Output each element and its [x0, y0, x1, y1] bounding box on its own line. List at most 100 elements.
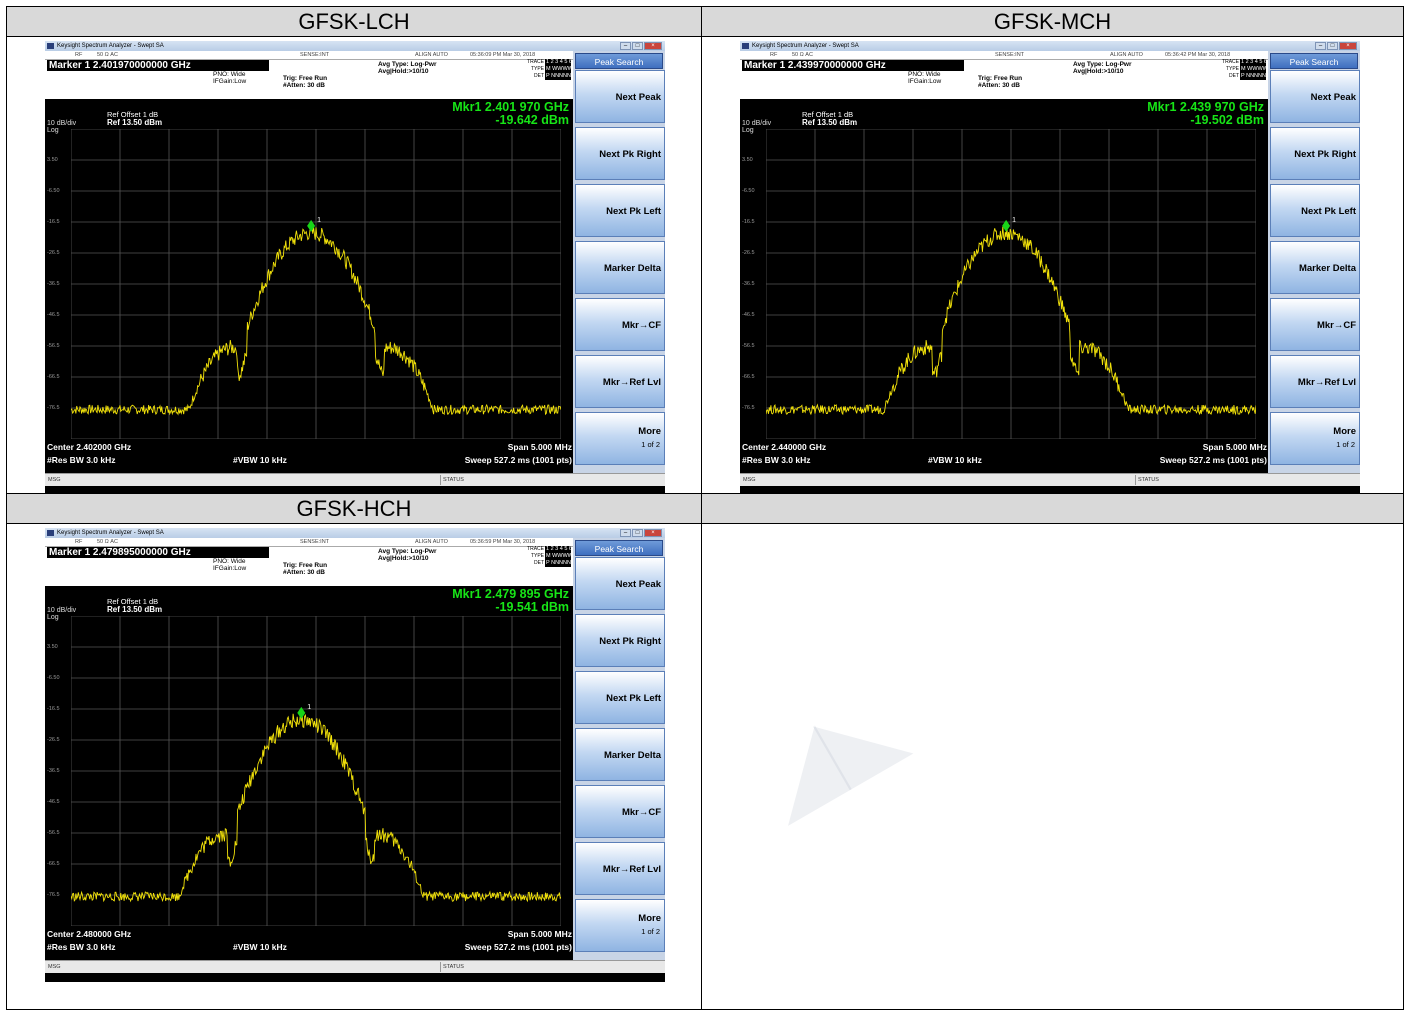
- more-page-indicator: 1 of 2: [1336, 440, 1355, 449]
- cell-hch: GFSK-HCH Keysight Spectrum Analyzer - Swe…: [7, 494, 702, 1009]
- marker-frequency-field[interactable]: Marker 1 2.439970000000 GHz: [742, 60, 964, 71]
- menu-item[interactable]: RF: [75, 539, 83, 545]
- window-title-bar[interactable]: Keysight Spectrum Analyzer - Swept SA – □ ×: [45, 528, 665, 538]
- log-label: Log: [47, 614, 59, 621]
- softkey-panel: Peak Search Next Peak Next Pk Right Next Pk…: [573, 538, 665, 960]
- menu-item[interactable]: 50 Ω AC: [97, 539, 118, 545]
- scale-label: 10 dB/div: [47, 120, 77, 127]
- menu-item: 05:36:59 PM Mar 30, 2018: [470, 539, 536, 545]
- softkey-button[interactable]: Marker Delta: [575, 728, 665, 781]
- spectrum-analyzer-window[interactable]: Keysight Spectrum Analyzer - Swept SA – □ ×…: [45, 41, 665, 495]
- avg-hold-label: Avg|Hold:>10/10: [1073, 68, 1124, 75]
- marker-diamond[interactable]: [1002, 219, 1011, 232]
- menu-item: ALIGN AUTO: [415, 539, 448, 545]
- marker-frequency-field[interactable]: Marker 1 2.479895000000 GHz: [47, 547, 269, 558]
- y-tick-label: -46.5: [742, 312, 755, 318]
- softkey-button[interactable]: Next Pk Left: [575, 184, 665, 237]
- softkey-button[interactable]: Next Pk Right: [575, 127, 665, 180]
- marker-frequency-field[interactable]: Marker 1 2.401970000000 GHz: [47, 60, 269, 71]
- softkey-button[interactable]: Next Pk Right: [1270, 127, 1360, 180]
- close-icon[interactable]: ×: [644, 529, 662, 537]
- y-tick-label: -16.5: [47, 706, 60, 712]
- softkey-button[interactable]: Next Peak: [575, 557, 665, 610]
- minimize-icon[interactable]: –: [620, 42, 631, 50]
- softkey-button[interactable]: Mkr→Ref Lvl: [1270, 355, 1360, 408]
- ifgain-label: IFGain:Low: [213, 565, 247, 572]
- window-title-bar[interactable]: Keysight Spectrum Analyzer - Swept SA – □ ×: [45, 41, 665, 51]
- msg-label: MSG: [48, 477, 61, 483]
- softkey-button[interactable]: Mkr→CF: [575, 785, 665, 838]
- scale-label: 10 dB/div: [742, 120, 772, 127]
- more-label: More: [1333, 426, 1356, 437]
- menu-item[interactable]: RF: [75, 52, 83, 58]
- minimize-icon[interactable]: –: [1315, 42, 1326, 50]
- softkey-label: Next Pk Left: [1301, 206, 1356, 217]
- menu-item[interactable]: 50 Ω AC: [792, 52, 813, 58]
- ifgain-label: IFGain:Low: [213, 78, 247, 85]
- avg-type-label: Avg Type: Log-Pwr: [378, 548, 437, 555]
- y-tick-label: -6.50: [47, 675, 60, 681]
- softkey-label: Next Pk Right: [1294, 149, 1356, 160]
- softkey-button[interactable]: Next Pk Left: [1270, 184, 1360, 237]
- y-tick-label: 3.50: [742, 157, 753, 163]
- minimize-icon[interactable]: –: [620, 529, 631, 537]
- app-icon: [47, 530, 54, 536]
- log-label: Log: [742, 127, 754, 134]
- close-icon[interactable]: ×: [644, 42, 662, 50]
- maximize-icon[interactable]: □: [632, 42, 643, 50]
- status-separator: [1135, 475, 1136, 485]
- res-bw: #Res BW 3.0 kHz: [47, 942, 116, 952]
- softkey-button[interactable]: Next Pk Left: [575, 671, 665, 724]
- close-icon[interactable]: ×: [1339, 42, 1357, 50]
- y-tick-label: -76.5: [47, 405, 60, 411]
- softkey-button[interactable]: Next Pk Right: [575, 614, 665, 667]
- softkey-button[interactable]: Mkr→Ref Lvl: [575, 355, 665, 408]
- scale-label: 10 dB/div: [47, 607, 77, 614]
- maximize-icon[interactable]: □: [632, 529, 643, 537]
- softkey-button[interactable]: Mkr→CF: [575, 298, 665, 351]
- plot-svg: 1: [765, 128, 1257, 440]
- menu-item[interactable]: RF: [770, 52, 778, 58]
- softkey-button[interactable]: Next Peak: [575, 70, 665, 123]
- y-tick-label: 3.50: [47, 157, 58, 163]
- marker-level-readout: -19.541 dBm: [495, 600, 569, 614]
- softkey-menu-title: Peak Search: [575, 540, 663, 556]
- softkey-label: Next Peak: [1310, 92, 1356, 103]
- y-tick-label: -26.5: [742, 250, 755, 256]
- y-tick-label: -66.5: [47, 374, 60, 380]
- settings-panel: RF 50 Ω AC SENSE:INT ALIGN AUTO 05:36:42 PM …: [740, 51, 1268, 99]
- more-softkey-button[interactable]: More 1 of 2: [1270, 412, 1360, 465]
- y-tick-label: -26.5: [47, 250, 60, 256]
- res-bw: #Res BW 3.0 kHz: [47, 455, 116, 465]
- softkey-button[interactable]: Marker Delta: [1270, 241, 1360, 294]
- spectrum-display[interactable]: Mkr1 2.401 970 GHz -19.642 dBm Ref Offset …: [45, 99, 573, 473]
- softkey-button[interactable]: Mkr→CF: [1270, 298, 1360, 351]
- trace-value-row: 1 2 3 4 5 6: [546, 546, 571, 552]
- more-softkey-button[interactable]: More 1 of 2: [575, 899, 665, 952]
- sweep-time: Sweep 527.2 ms (1001 pts): [1159, 455, 1267, 465]
- menu-item[interactable]: 50 Ω AC: [97, 52, 118, 58]
- more-softkey-button[interactable]: More 1 of 2: [575, 412, 665, 465]
- marker-diamond[interactable]: [297, 706, 306, 719]
- spectrum-display[interactable]: Mkr1 2.479 895 GHz -19.541 dBm Ref Offset …: [45, 586, 573, 960]
- softkey-button[interactable]: Next Peak: [1270, 70, 1360, 123]
- status-bar: MSG STATUS: [740, 473, 1360, 486]
- window-title-bar[interactable]: Keysight Spectrum Analyzer - Swept SA – □ ×: [740, 41, 1360, 51]
- trace-label: TRACE: [527, 59, 544, 65]
- det-label: DET: [1229, 73, 1239, 79]
- softkey-button[interactable]: Marker Delta: [575, 241, 665, 294]
- app-icon: [47, 43, 54, 49]
- maximize-icon[interactable]: □: [1327, 42, 1338, 50]
- spectrum-analyzer-window[interactable]: Keysight Spectrum Analyzer - Swept SA – □ ×…: [45, 528, 665, 982]
- ref-level: Ref 13.50 dBm: [802, 118, 858, 127]
- sweep-time: Sweep 527.2 ms (1001 pts): [464, 942, 572, 952]
- spectrum-display[interactable]: Mkr1 2.439 970 GHz -19.502 dBm Ref Offset …: [740, 99, 1268, 473]
- marker-diamond[interactable]: [307, 219, 316, 232]
- softkey-button[interactable]: Mkr→Ref Lvl: [575, 842, 665, 895]
- spectrum-analyzer-window[interactable]: Keysight Spectrum Analyzer - Swept SA – □ ×…: [740, 41, 1360, 495]
- status-separator: [440, 962, 441, 972]
- center-frequency: Center 2.440000 GHz: [742, 442, 827, 452]
- menu-item: SENSE:INT: [995, 52, 1025, 58]
- msg-label: MSG: [48, 964, 61, 970]
